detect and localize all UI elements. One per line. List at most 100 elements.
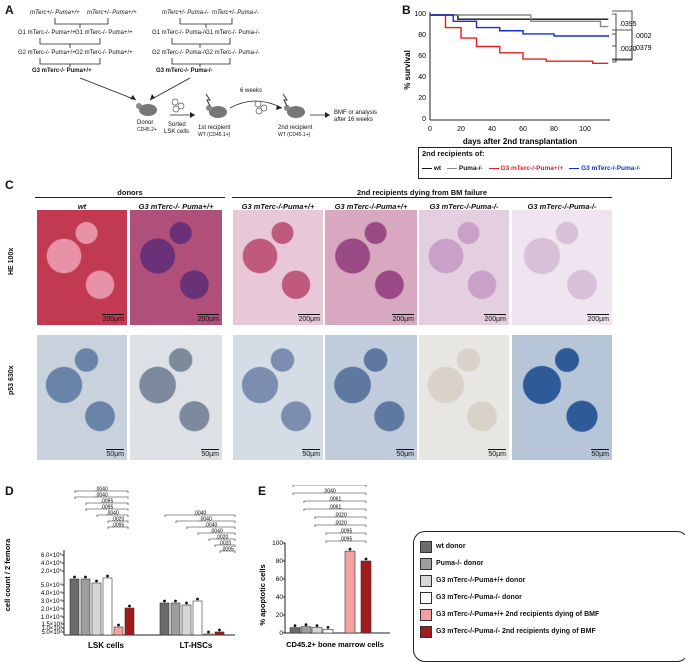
survival-ylabel: % survival [403, 50, 412, 90]
survival-line-1 [430, 14, 609, 28]
panel-d-bar-0-0 [69, 578, 80, 636]
g1-right-2: G1 mTerc-/- Puma-/- [205, 30, 260, 36]
panel-d-p-9: .0040 [205, 523, 218, 529]
panel-e-ytick-3: 40 [276, 594, 284, 601]
svg-text:0: 0 [428, 126, 432, 133]
bmf-label: BMF or analysis [334, 110, 378, 116]
panel-e-bar-4 [344, 550, 356, 634]
leg-g3-puma-ko: G3 mTerc-/-Puma-/- [569, 165, 641, 172]
scale-bar-p53-2: 50µm [302, 449, 320, 458]
recipient-1: 1st recipient [198, 125, 231, 131]
panel-d-bar-1-0 [159, 602, 170, 636]
col-header-3: G3 mTerc-/-Puma+/+ [334, 202, 408, 211]
panel-d-cat-lsk: LSK cells [88, 641, 125, 650]
de-legend-row-2: G3 mTerc-/-Puma+/+ donor [420, 572, 682, 589]
panel-e-point-2 [315, 624, 319, 627]
scale-bar-p53-5: 50µm [591, 449, 609, 458]
panel-label-e: E [258, 484, 267, 498]
panel-d-point-1-5 [218, 628, 221, 632]
leg-puma: Puma-/- [447, 165, 483, 172]
panel-label-c: C [5, 178, 14, 192]
panel-d-p-8: .0040 [199, 517, 212, 523]
g2-right-2: G2 mTerc-/- Puma-/- [205, 50, 260, 56]
scale-bar-he-2: 200µm [298, 314, 320, 323]
de-legend-row-4: G3 mTerc-/-Puma+/+ 2nd recipients dying … [420, 606, 682, 623]
panel-label-b: B [402, 3, 411, 17]
panel-d-bar-1-2 [181, 604, 192, 636]
panel-d-bar-1-1 [170, 602, 181, 636]
panel-d-bar-1-4 [203, 633, 214, 636]
panel-e-point-1 [304, 623, 308, 627]
g1-left-2: G1 mTerc-/- Puma-/- [152, 30, 207, 36]
survival-brackets [612, 10, 633, 63]
panel-d-bar-1-5 [214, 631, 225, 636]
panel-d-point-1-2 [185, 601, 188, 605]
surv-p3: .0020 [619, 46, 637, 53]
p53-image-3: 50µm [325, 335, 417, 460]
g1-left-1: G1 mTerc-/- Puma+/+ [18, 30, 76, 36]
panel-d-ytick-7: 1.0×10⁴ [41, 614, 63, 621]
g2-left-2: G2 mTerc-/- Puma-/- [152, 50, 207, 56]
svg-text:0: 0 [422, 116, 426, 123]
col-header-0: wt [77, 202, 87, 211]
surv-p4: .0379 [634, 45, 652, 52]
group-recipients: 2nd recipients dying from BM failure [356, 188, 488, 197]
panel-e-p-6: .0095 [340, 529, 353, 535]
panel-d-bar-1-3 [192, 600, 203, 636]
col-header-1: G3 mTerc-/- Puma+/+ [138, 202, 214, 211]
p53-image-4: 50µm [419, 335, 509, 460]
panel-e-bar-3 [322, 629, 334, 634]
panel-d-p-5: .0020 [112, 517, 125, 523]
svg-text:100: 100 [414, 11, 426, 18]
panel-e-ytick-0: 100 [272, 540, 283, 547]
panel-d-bar-0-2 [91, 582, 102, 636]
panel-e-p-0: .0040 [323, 485, 336, 487]
recipient-1-cd: WT (CD45.1+) [198, 132, 231, 138]
survival-line-3 [430, 14, 609, 38]
panel-d-point-0-3 [106, 574, 109, 578]
panel-e-ylabel: % apoptotic cells [258, 564, 267, 625]
de-legend-row-3: G3 mTerc-/-Puma-/- donor [420, 589, 682, 606]
panel-e-ytick-1: 80 [276, 558, 284, 565]
de-legend-row-5: G3 mTerc-/-Puma-/- 2nd recipients dying … [420, 623, 682, 640]
panel-d-point-1-3 [196, 597, 199, 601]
panel-d-cat-lt: LT-HSCs [180, 641, 213, 650]
parent-right-1: mTerc+/- Puma+/+ [87, 10, 137, 16]
panel-d-ylabel: cell count / 2 femora [3, 538, 12, 611]
survival-line-2 [430, 14, 609, 64]
survival-chart: % survival 100 80 60 40 20 0 0 20 40 60 80 100 d… [403, 10, 652, 146]
parent-left-2: mTerc+/- Puma-/- [162, 10, 209, 16]
svg-text:20: 20 [457, 126, 465, 133]
scale-bar-he-3: 200µm [392, 314, 414, 323]
g2-left-1: G2 mTerc-/- Puma+/+ [18, 50, 76, 56]
panel-d-chart: cell count / 2 femora 6.0×10⁵4.0×10⁵2.0×… [3, 487, 236, 650]
scale-bar-he-4: 200µm [484, 314, 506, 323]
panel-d-p-11: .0020 [216, 535, 229, 541]
weeks-label: 6 weeks [240, 88, 263, 94]
panel-e-point-3 [326, 626, 330, 629]
survival-xlabel: days after 2nd transplantation [463, 137, 577, 146]
panel-d-point-0-5 [128, 604, 131, 608]
panel-d-p-1: .0040 [95, 493, 108, 499]
panel-d-p-3: .0095 [101, 505, 114, 511]
survival-legend: 2nd recipients of: wt Puma-/- G3 mTerc-/… [418, 147, 672, 179]
donor-cd: CD45.2+ [137, 127, 157, 133]
he-image-5: 200µm [512, 210, 612, 325]
scale-bar-p53-1: 50µm [201, 449, 219, 458]
panel-d-ytick-2: 2.0×10⁵ [41, 568, 63, 575]
panel-e-p-1: .0040 [323, 489, 336, 495]
svg-text:40: 40 [418, 74, 426, 81]
de-legend-swatch-2 [420, 574, 432, 587]
panel-d-ytick-4: 4.0×10⁴ [41, 590, 63, 597]
panel-d-ytick-8: 1.5×10³ [41, 622, 62, 628]
panel-e-p-7: .0095 [340, 537, 353, 543]
svg-text:20: 20 [418, 95, 426, 102]
panel-e-bar-5 [360, 560, 372, 634]
donor-label: Donor [137, 120, 154, 126]
panel-d-ytick-0: 6.0×10⁵ [41, 552, 63, 559]
panel-d-ytick-1: 4.0×10⁵ [41, 560, 63, 567]
donor-bracket [35, 197, 225, 198]
de-legend-label-0: wt donor [436, 543, 466, 550]
p53-image-2: 50µm [233, 335, 323, 460]
bmf-label-2: after 16 weeks [334, 117, 374, 123]
